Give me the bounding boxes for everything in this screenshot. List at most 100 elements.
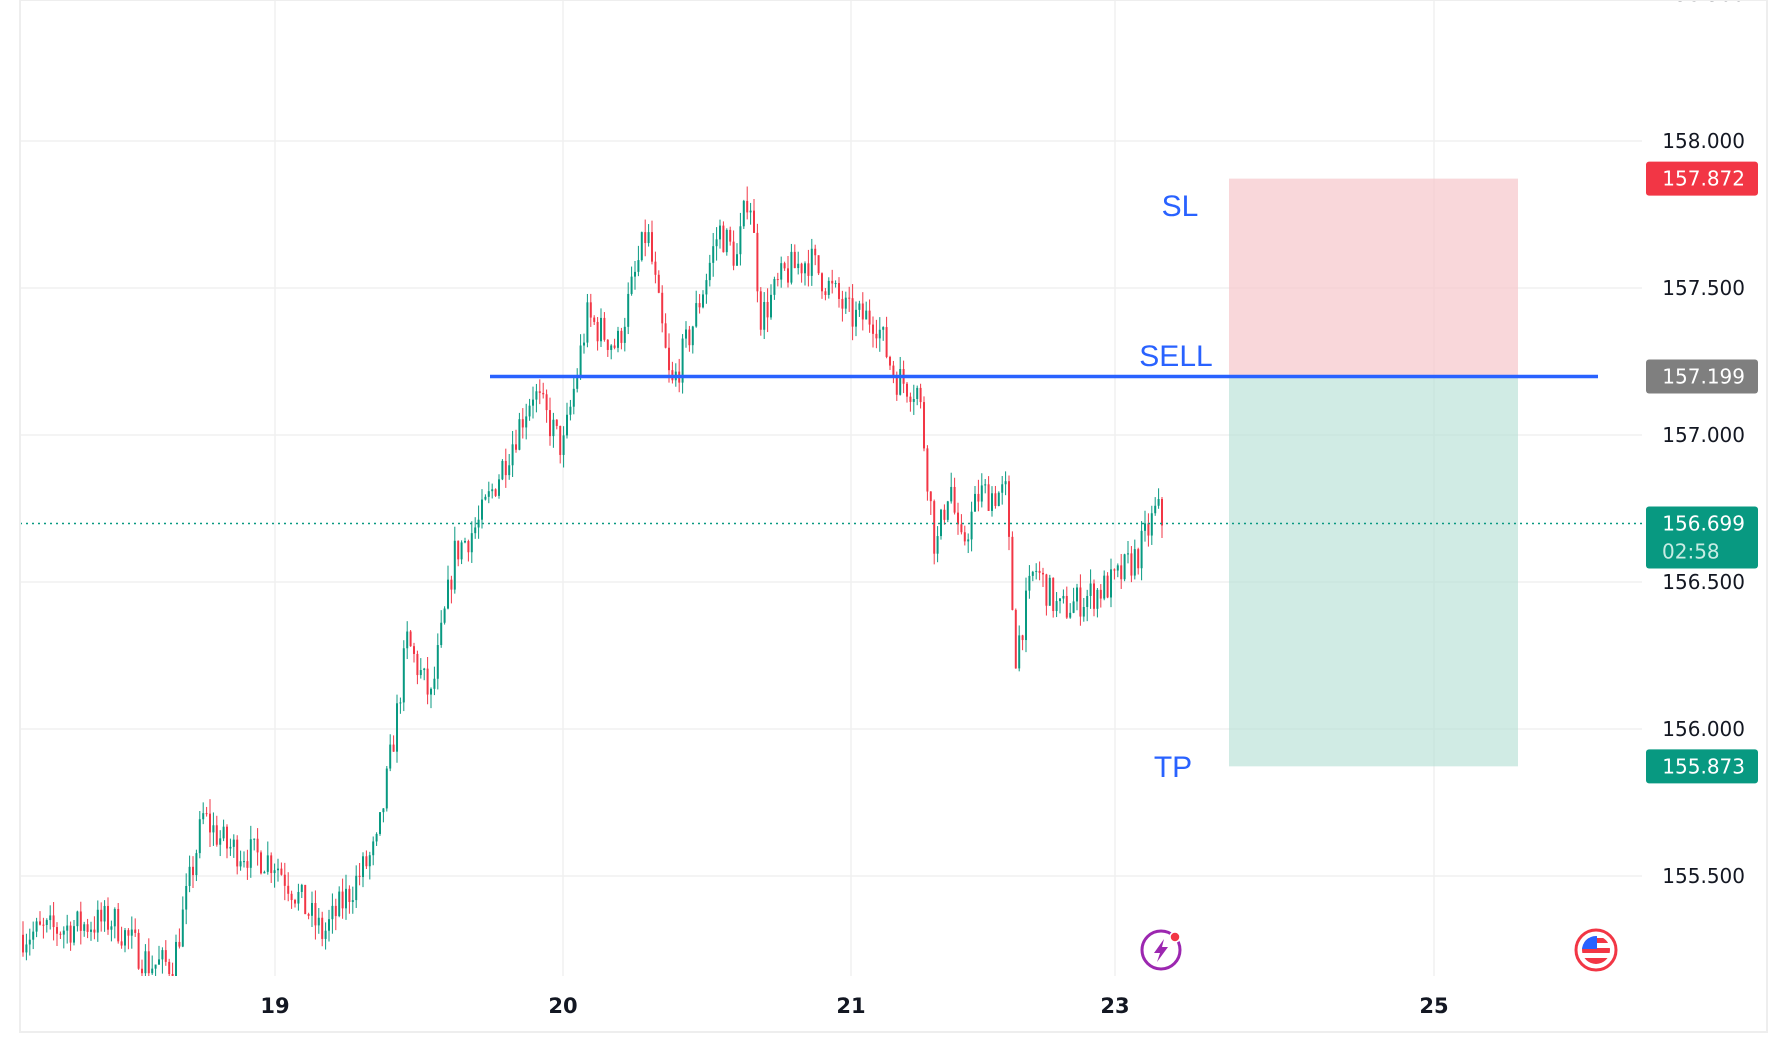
candle-body [630, 276, 633, 294]
candle [637, 245, 640, 277]
candle-body [375, 833, 378, 842]
candle [35, 917, 38, 938]
candle-body [413, 646, 415, 654]
candle-body [916, 387, 919, 400]
candle-body [355, 875, 358, 901]
candle [766, 288, 769, 333]
candle-body [532, 399, 534, 406]
candle-body [858, 303, 861, 310]
candle-body [263, 871, 266, 874]
candle-body [695, 303, 698, 327]
candle [42, 917, 45, 939]
candle [294, 898, 296, 908]
candle-body [943, 509, 946, 520]
candle [154, 964, 157, 976]
candle [205, 806, 208, 817]
candle-body [797, 263, 800, 269]
candle-body [980, 485, 983, 502]
price-tick-label: 157.500 [1662, 276, 1745, 300]
candle-body [521, 419, 524, 428]
candle [940, 508, 942, 540]
candle-body [623, 326, 626, 343]
candle-body [1093, 583, 1095, 609]
candle [773, 276, 776, 300]
us-flag-icon[interactable] [1574, 928, 1618, 972]
candle-body [379, 812, 381, 834]
candle [549, 397, 551, 446]
candle [606, 339, 609, 357]
candle-body [317, 917, 320, 926]
candle-body [1059, 598, 1061, 602]
candle-body [73, 926, 75, 943]
candle-body [113, 908, 116, 927]
candle [953, 477, 956, 515]
price-tick-label: 156.500 [1662, 570, 1745, 594]
candle-body [270, 855, 273, 874]
candle [555, 419, 558, 430]
candle-body [654, 261, 657, 275]
candle-body [307, 914, 310, 916]
candle-body [994, 493, 997, 506]
candle [107, 897, 109, 935]
tp-annotation: TP [1154, 751, 1192, 784]
candle-body [1140, 530, 1143, 569]
candle [39, 911, 41, 926]
candle-body [861, 303, 864, 320]
candle [810, 238, 813, 286]
lightning-icon[interactable] [1140, 929, 1182, 971]
candle-body [243, 861, 245, 863]
sl-price-tag: 157.872 [1646, 161, 1758, 196]
candle [865, 301, 868, 320]
candle [562, 426, 565, 468]
candle [586, 293, 589, 348]
candle [695, 290, 698, 328]
candle [946, 500, 949, 523]
candle [1137, 547, 1140, 575]
candle-body [974, 493, 976, 512]
candle [25, 933, 28, 961]
time-tick-label: 25 [1419, 994, 1448, 1018]
candle-body [838, 283, 840, 299]
candle-body [56, 927, 58, 934]
candle-body [651, 232, 653, 262]
candle-body [331, 905, 334, 920]
candle-body [372, 841, 375, 856]
price-axis[interactable]: 158.500 158.000 157.500 157.000 156.500 156.0… [1662, 0, 1745, 888]
candle [613, 338, 616, 350]
candle-body [963, 532, 966, 542]
candle [96, 900, 99, 942]
candle-body [1052, 577, 1055, 612]
candle [634, 261, 636, 290]
stop-loss-zone[interactable] [1229, 178, 1518, 377]
candle [345, 874, 347, 920]
candle-body [93, 929, 96, 933]
candle [851, 284, 854, 341]
take-profit-zone[interactable] [1229, 376, 1518, 767]
candle-body [96, 909, 99, 933]
candle-body [236, 839, 239, 867]
candle [1130, 546, 1133, 583]
candle [719, 219, 721, 249]
candle-body [484, 496, 487, 500]
candle [32, 921, 35, 950]
candle [756, 223, 759, 303]
candle [705, 273, 708, 304]
candle-body [970, 511, 973, 540]
candle [324, 922, 327, 950]
candle [304, 884, 307, 915]
candle [1038, 561, 1041, 581]
time-axis[interactable]: 19 20 21 23 25 [260, 994, 1448, 1018]
candle [103, 900, 106, 932]
candle-body [552, 419, 555, 437]
candle [640, 231, 643, 262]
candle [62, 926, 65, 949]
candle-body [481, 499, 483, 520]
candle [1096, 588, 1099, 618]
candle-body [334, 905, 337, 917]
candle [759, 287, 762, 336]
candle-body [209, 813, 211, 833]
candle [1004, 471, 1007, 496]
candle-body [1035, 570, 1038, 572]
